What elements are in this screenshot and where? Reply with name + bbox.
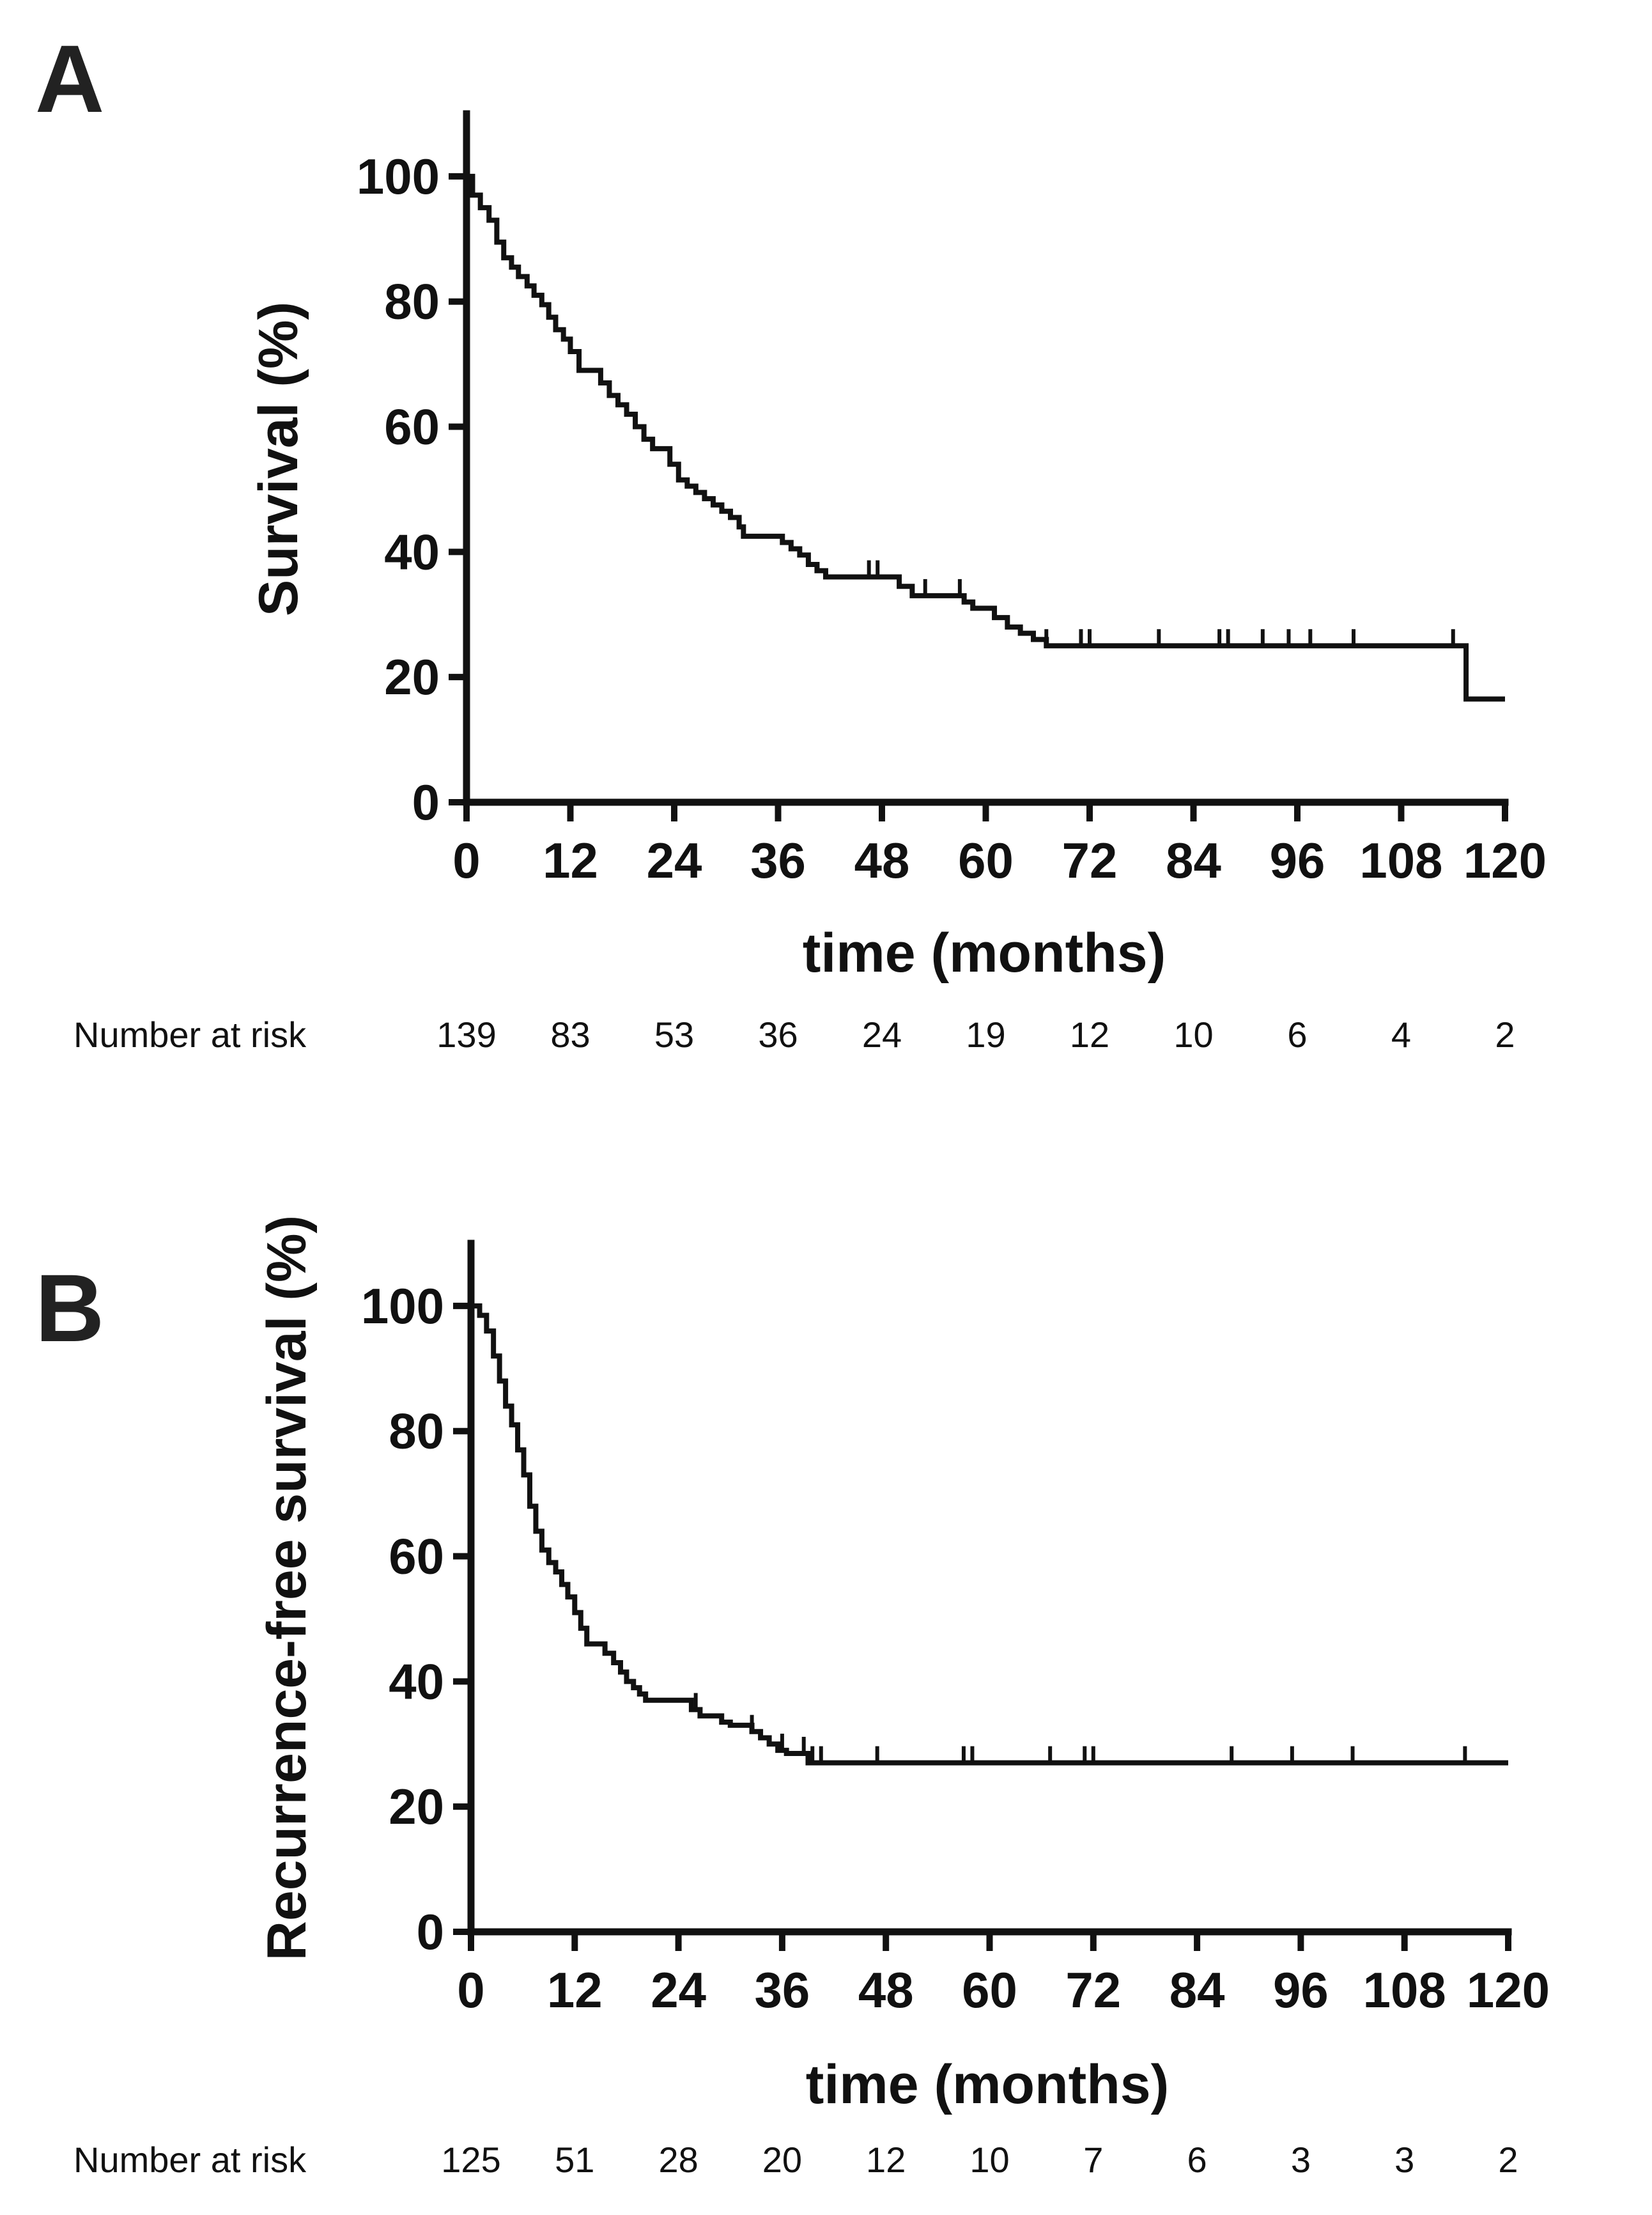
x-tick-label-b-5: 60 — [962, 1962, 1017, 2018]
risk-count-b-6: 7 — [1083, 2140, 1103, 2180]
x-tick-label-a-1: 12 — [543, 832, 598, 889]
y-tick-label-b-1: 20 — [389, 1778, 444, 1835]
risk-count-b-0: 125 — [441, 2140, 500, 2180]
risk-counts-a: 139 83 53 36 24 19 12 10 6 4 2 — [436, 1014, 1515, 1055]
panel-b: B Recurrence-free survival (%) time (mon… — [35, 1215, 1550, 2180]
x-tick-label-b-3: 36 — [755, 1962, 810, 2018]
x-axis-title-a: time (months) — [803, 922, 1166, 984]
y-tick-label-b-5: 100 — [361, 1278, 444, 1334]
x-tick-label-a-0: 0 — [452, 832, 480, 889]
x-tick-label-b-8: 96 — [1273, 1962, 1329, 2018]
risk-table-title-b: Number at risk — [73, 2140, 307, 2180]
survival-curve-a — [467, 173, 1505, 702]
panel-label-b: B — [35, 1254, 104, 1362]
x-tick-label-a-6: 72 — [1062, 832, 1118, 889]
y-tick-label-a-1: 20 — [384, 649, 440, 705]
risk-count-b-9: 3 — [1394, 2140, 1414, 2180]
risk-table-title-a: Number at risk — [73, 1014, 307, 1055]
risk-count-b-3: 20 — [762, 2140, 802, 2180]
survival-curve-b — [471, 1303, 1508, 1766]
x-tick-label-b-2: 24 — [651, 1962, 706, 2018]
x-axis-title-b: time (months) — [806, 2054, 1170, 2115]
x-tick-label-a-3: 36 — [750, 832, 806, 889]
risk-count-a-4: 24 — [862, 1014, 902, 1055]
risk-count-b-5: 10 — [969, 2140, 1009, 2180]
risk-count-a-3: 36 — [758, 1014, 798, 1055]
x-tick-label-a-4: 48 — [854, 832, 910, 889]
risk-count-a-8: 6 — [1287, 1014, 1307, 1055]
x-tick-label-a-9: 108 — [1359, 832, 1442, 889]
censor-marks-a — [867, 560, 1455, 646]
x-tick-label-b-4: 48 — [858, 1962, 914, 2018]
y-tick-label-a-2: 40 — [384, 524, 440, 580]
y-tick-label-a-5: 100 — [357, 148, 440, 205]
risk-count-a-5: 19 — [966, 1014, 1005, 1055]
x-tick-label-b-7: 84 — [1170, 1962, 1225, 2018]
x-tick-label-b-10: 120 — [1467, 1962, 1550, 2018]
censor-marks-b — [693, 1693, 1467, 1763]
risk-count-a-1: 83 — [550, 1014, 590, 1055]
risk-count-b-8: 3 — [1291, 2140, 1311, 2180]
risk-count-b-10: 2 — [1498, 2140, 1518, 2180]
x-tick-label-b-1: 12 — [547, 1962, 603, 2018]
x-tick-label-a-5: 60 — [958, 832, 1014, 889]
panel-a: A Survival (%) time (months) Number at r… — [35, 25, 1547, 1055]
y-tick-label-a-4: 80 — [384, 274, 440, 330]
panel-label-a: A — [35, 25, 104, 132]
x-tick-label-b-6: 72 — [1065, 1962, 1121, 2018]
x-tick-label-a-10: 120 — [1463, 832, 1547, 889]
risk-count-b-7: 6 — [1187, 2140, 1207, 2180]
risk-count-b-1: 51 — [555, 2140, 594, 2180]
y-tick-label-b-2: 40 — [389, 1653, 444, 1709]
axes-b — [467, 1240, 1512, 1936]
risk-count-b-4: 12 — [866, 2140, 906, 2180]
x-tick-label-a-8: 96 — [1270, 832, 1325, 889]
y-ticks-a: 0 20 40 60 80 100 — [357, 148, 467, 830]
x-ticks-b: 0 12 24 36 48 60 72 84 96 108 120 — [457, 1932, 1550, 2018]
x-ticks-a: 0 12 24 36 48 60 72 84 96 108 120 — [452, 802, 1547, 889]
risk-count-a-6: 12 — [1070, 1014, 1109, 1055]
x-tick-label-b-0: 0 — [457, 1962, 484, 2018]
risk-count-a-10: 2 — [1495, 1014, 1515, 1055]
x-tick-label-a-2: 24 — [647, 832, 702, 889]
y-ticks-b: 0 20 40 60 80 100 — [361, 1278, 471, 1960]
risk-counts-b: 125 51 28 20 12 10 7 6 3 3 2 — [441, 2140, 1518, 2180]
risk-count-a-9: 4 — [1391, 1014, 1411, 1055]
y-tick-label-a-0: 0 — [412, 774, 440, 830]
risk-count-a-2: 53 — [654, 1014, 694, 1055]
x-tick-label-b-9: 108 — [1363, 1962, 1446, 2018]
y-tick-label-b-0: 0 — [417, 1904, 444, 1960]
y-tick-label-b-4: 80 — [389, 1403, 444, 1459]
risk-count-a-0: 139 — [436, 1014, 496, 1055]
risk-count-a-7: 10 — [1173, 1014, 1213, 1055]
y-tick-label-b-3: 60 — [389, 1528, 444, 1585]
risk-count-b-2: 28 — [658, 2140, 698, 2180]
axes-a — [463, 110, 1509, 806]
x-tick-label-a-7: 84 — [1166, 832, 1221, 889]
y-axis-title-b: Recurrence-free survival (%) — [256, 1215, 318, 1961]
y-axis-title-a: Survival (%) — [248, 302, 309, 616]
y-tick-label-a-3: 60 — [384, 399, 440, 455]
